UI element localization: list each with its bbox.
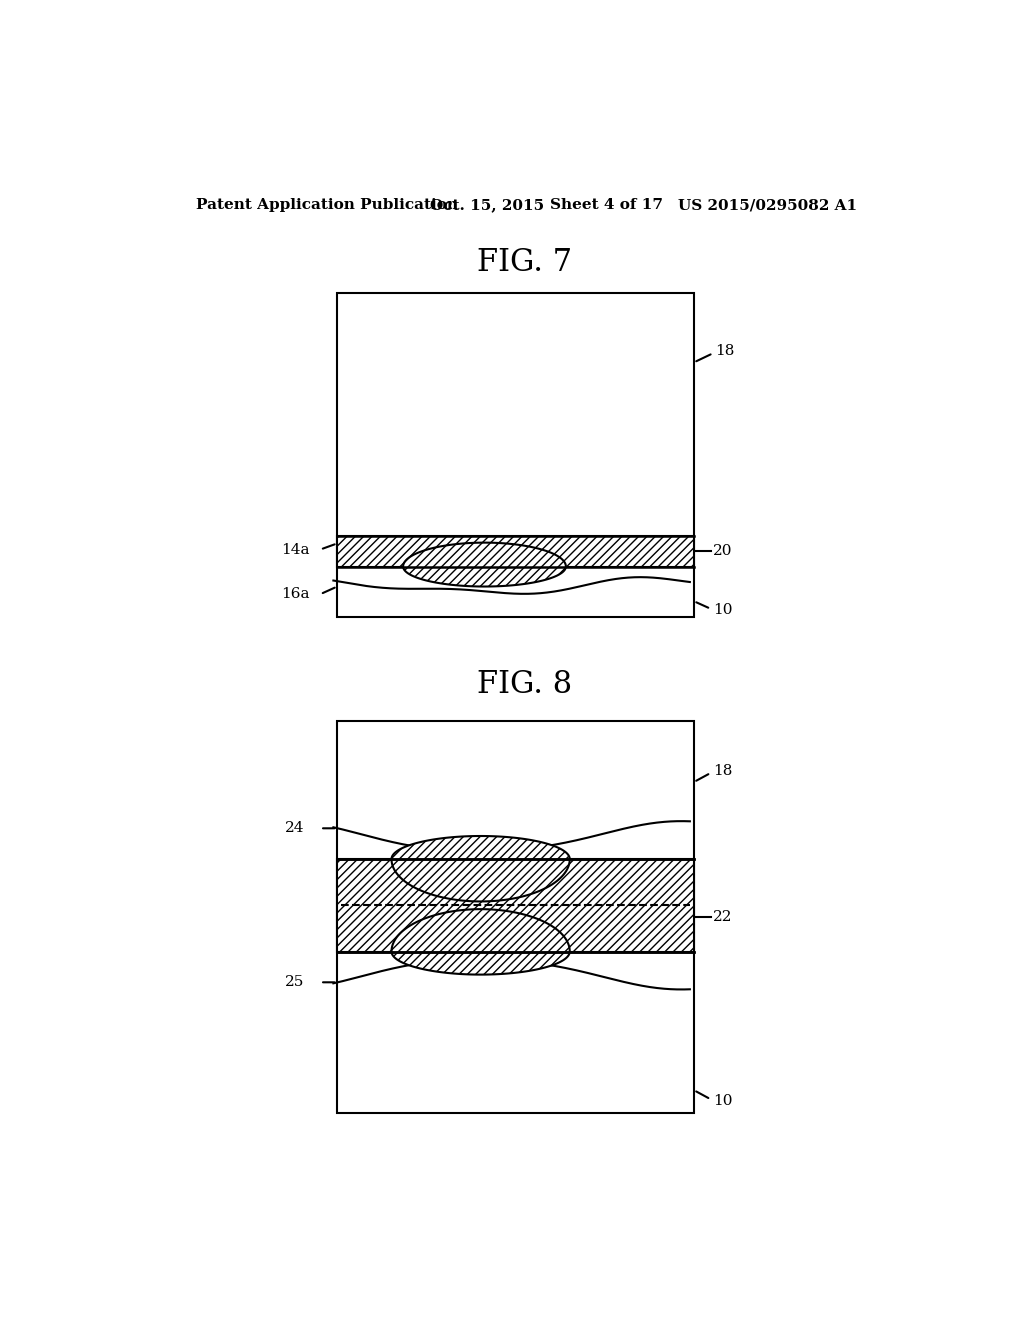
Text: 22: 22 [713,909,732,924]
Text: US 2015/0295082 A1: US 2015/0295082 A1 [678,198,857,213]
Polygon shape [391,836,569,902]
Text: FIG. 8: FIG. 8 [477,669,572,700]
Text: Patent Application Publication: Patent Application Publication [197,198,458,213]
Text: FIG. 7: FIG. 7 [477,247,572,279]
Bar [337,859,693,952]
Polygon shape [391,909,569,974]
Text: 20: 20 [713,544,732,558]
Polygon shape [403,543,566,586]
Text: 18: 18 [715,345,734,358]
Bar [337,293,693,616]
Bar [337,536,693,566]
Text: 14a: 14a [282,543,310,557]
Text: 18: 18 [713,764,732,779]
Text: Oct. 15, 2015: Oct. 15, 2015 [430,198,545,213]
Text: Sheet 4 of 17: Sheet 4 of 17 [550,198,664,213]
Text: 24: 24 [285,821,304,836]
Bar [337,721,693,1113]
Text: 25: 25 [285,975,304,989]
Text: 10: 10 [713,1094,732,1107]
Text: 10: 10 [713,603,732,618]
Text: 16a: 16a [282,587,310,601]
